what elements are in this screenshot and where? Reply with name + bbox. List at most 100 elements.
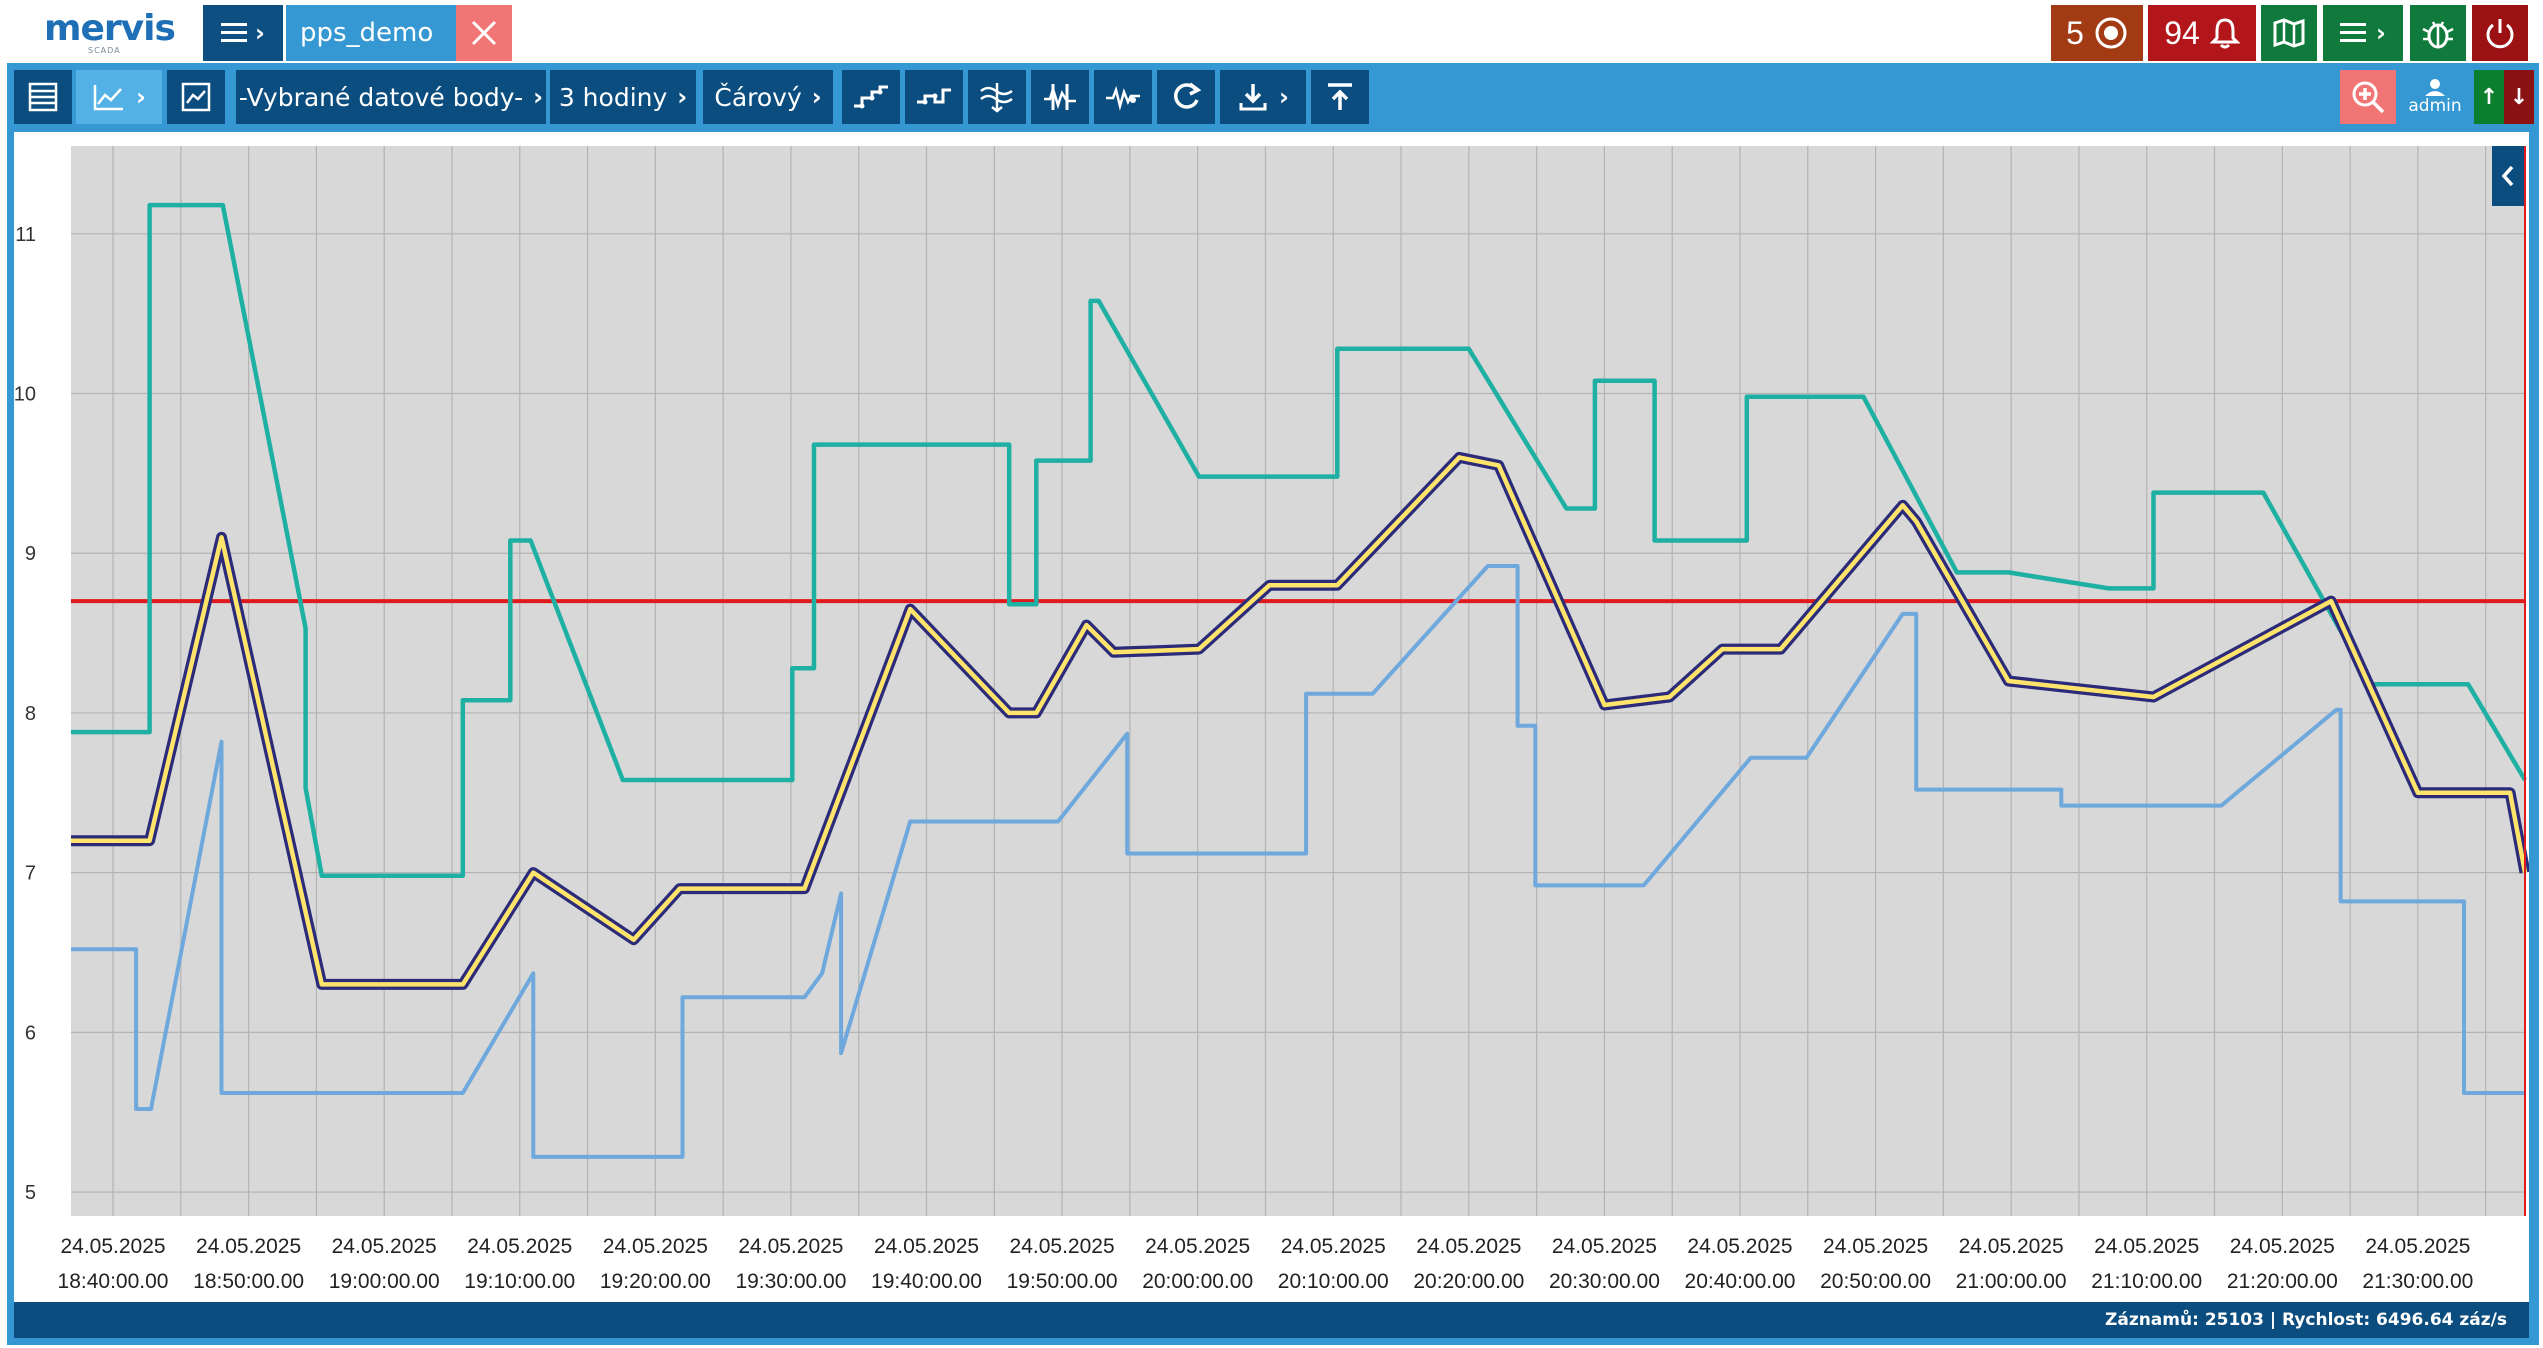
chevron-right-icon: ›: [2376, 19, 2386, 47]
y-tick-label: 10: [14, 384, 36, 406]
upload-button[interactable]: [1311, 70, 1369, 124]
status-bar: Záznamů: 25103 | Rychlost: 6496.64 záz/s: [14, 1302, 2529, 1338]
x-tick-time: 21:20:00.00: [2227, 1270, 2338, 1293]
x-tick-date: 24.05.2025: [2230, 1235, 2335, 1258]
y-tick-label: 9: [25, 543, 36, 565]
chart-type-label: Čárový: [714, 82, 802, 112]
logo-text: mervis: [44, 8, 176, 49]
close-icon: [471, 20, 497, 46]
list-menu-button[interactable]: ›: [2323, 5, 2403, 61]
time-range-select[interactable]: 3 hodiny ›: [550, 70, 696, 124]
series-line-light-blue: [71, 564, 2525, 1159]
chart-type-select[interactable]: Čárový ›: [703, 70, 833, 124]
x-tick-time: 21:00:00.00: [1956, 1270, 2067, 1293]
bell-icon: [2209, 18, 2240, 49]
x-tick-time: 19:20:00.00: [600, 1270, 711, 1293]
chart-panel: 5 6 7 8 9 10 11 24.05.2025 18:40:00.00 24.05.2025…: [14, 132, 2531, 1302]
signal-button[interactable]: [1094, 70, 1152, 124]
y-tick-label: 5: [25, 1182, 36, 1204]
smooth-button[interactable]: [968, 70, 1026, 124]
map-button[interactable]: [2261, 5, 2317, 61]
y-tick-label: 6: [25, 1022, 36, 1044]
user-icon: [2425, 79, 2445, 96]
x-tick-time: 21:10:00.00: [2091, 1270, 2202, 1293]
power-icon: [2486, 19, 2514, 49]
map-icon: [2273, 18, 2305, 48]
chevron-right-icon: ›: [136, 83, 146, 111]
x-tick-date: 24.05.2025: [738, 1235, 843, 1258]
x-tick-date: 24.05.2025: [196, 1235, 301, 1258]
minmax-button[interactable]: [1031, 70, 1089, 124]
user-name: admin: [2408, 96, 2462, 116]
alarms-count: 94: [2164, 14, 2200, 51]
events-button[interactable]: 5: [2051, 5, 2143, 61]
move-down-button[interactable]: ↓: [2504, 70, 2534, 124]
datapoints-label: -Vybrané datové body-: [238, 82, 524, 112]
x-tick-date: 24.05.2025: [2094, 1235, 2199, 1258]
table-icon: [28, 82, 58, 112]
x-tick-time: 20:00:00.00: [1142, 1270, 1253, 1293]
download-icon: [1239, 84, 1267, 111]
record-icon: [2095, 17, 2127, 49]
x-tick-date: 24.05.2025: [874, 1235, 979, 1258]
x-tick-time: 19:40:00.00: [871, 1270, 982, 1293]
debug-button[interactable]: [2410, 5, 2466, 61]
step-line-icon: [854, 85, 888, 109]
x-tick-date: 24.05.2025: [1959, 1235, 2064, 1258]
y-tick-label: 7: [25, 863, 36, 885]
mervis-logo: mervis SCADA: [38, 8, 188, 58]
user-button[interactable]: admin: [2402, 70, 2468, 124]
plot-background: [71, 146, 2525, 1216]
x-tick-time: 18:50:00.00: [193, 1270, 304, 1293]
zoom-button[interactable]: [2340, 70, 2396, 124]
bug-icon: [2422, 21, 2454, 49]
x-tick-date: 24.05.2025: [1416, 1235, 1521, 1258]
signal-wave-icon: [1106, 85, 1140, 111]
logout-button[interactable]: [2472, 5, 2528, 61]
move-up-button[interactable]: ↑: [2474, 70, 2504, 124]
x-tick-date: 24.05.2025: [467, 1235, 572, 1258]
table-view-button[interactable]: [14, 70, 72, 124]
chevron-right-icon: ›: [677, 83, 688, 111]
x-tick-time: 19:10:00.00: [464, 1270, 575, 1293]
y-tick-label: 11: [15, 224, 36, 246]
refresh-button[interactable]: [1157, 70, 1215, 124]
chevron-right-icon: ›: [533, 83, 544, 111]
chevron-right-icon: ›: [811, 83, 822, 111]
main-menu-button[interactable]: ›: [203, 5, 283, 61]
chart-view-button[interactable]: ›: [76, 70, 162, 124]
x-tick-date: 24.05.2025: [1687, 1235, 1792, 1258]
datapoints-select[interactable]: -Vybrané datové body- ›: [236, 70, 546, 124]
hamburger-icon: [221, 23, 248, 42]
download-button[interactable]: ›: [1220, 70, 1306, 124]
refresh-icon: [1174, 82, 1202, 109]
chevron-right-icon: ›: [255, 19, 265, 47]
top-bar: mervis SCADA › pps_demo 5 94 ›: [0, 0, 2543, 64]
x-tick-time: 20:50:00.00: [1820, 1270, 1931, 1293]
trend-chart[interactable]: 5 6 7 8 9 10 11 24.05.2025 18:40:00.00 24.05.2025…: [14, 132, 2531, 1302]
x-tick-time: 20:40:00.00: [1685, 1270, 1796, 1293]
image-export-button[interactable]: [167, 70, 225, 124]
side-panel-toggle[interactable]: [2492, 146, 2524, 206]
x-tick-date: 24.05.2025: [603, 1235, 708, 1258]
alarms-button[interactable]: 94: [2148, 5, 2256, 61]
chevron-right-icon: ›: [1279, 83, 1289, 111]
tab-close-button[interactable]: [456, 5, 512, 61]
line-chart-icon: [93, 85, 124, 111]
tab-pps-demo[interactable]: pps_demo: [286, 5, 456, 61]
step-line-button[interactable]: [842, 70, 900, 124]
series-line-average: [71, 455, 2528, 987]
time-range-label: 3 hodiny: [558, 82, 668, 112]
x-tick-time: 18:40:00.00: [58, 1270, 169, 1293]
step-down-button[interactable]: [905, 70, 963, 124]
x-tick-date: 24.05.2025: [60, 1235, 165, 1258]
minmax-icon: [1044, 84, 1076, 110]
logo-subtext: SCADA: [88, 46, 121, 55]
x-tick-date: 24.05.2025: [1010, 1235, 1115, 1258]
x-tick-date: 24.05.2025: [1552, 1235, 1657, 1258]
x-tick-date: 24.05.2025: [332, 1235, 437, 1258]
x-tick-date: 24.05.2025: [1145, 1235, 1250, 1258]
zoom-in-icon: [2352, 81, 2385, 114]
x-tick-time: 20:10:00.00: [1278, 1270, 1389, 1293]
wave-icon: [980, 83, 1013, 113]
